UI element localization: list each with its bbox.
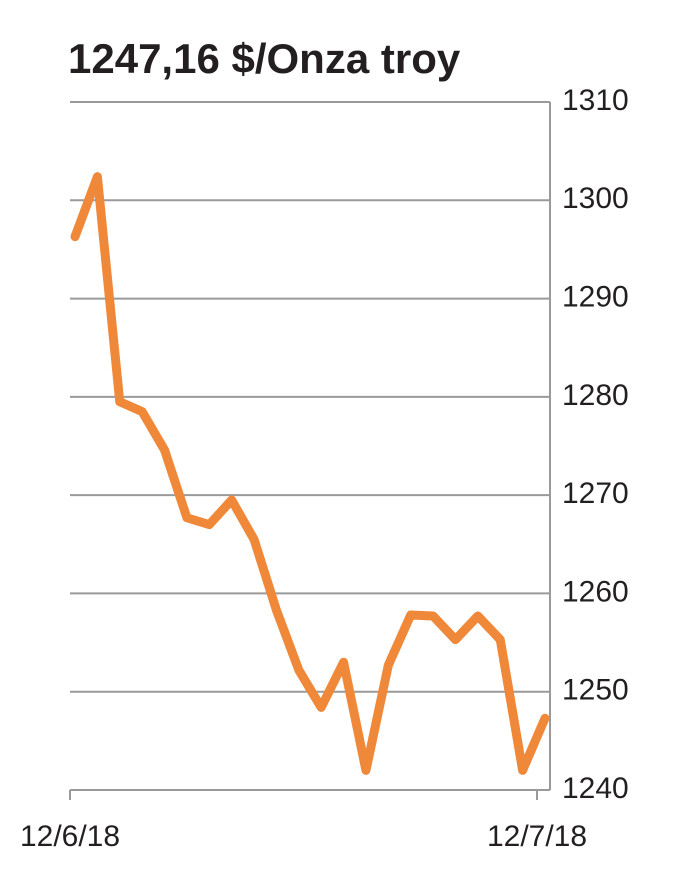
y-tick-label: 1250: [562, 674, 629, 707]
y-tick-label: 1260: [562, 575, 629, 608]
y-tick-label: 1280: [562, 379, 629, 412]
chart-title: 1247,16 $/Onza troy: [68, 35, 461, 82]
x-tick-label: 12/7/18: [487, 820, 587, 853]
y-tick-label: 1290: [562, 280, 629, 313]
y-tick-label: 1270: [562, 477, 629, 510]
y-tick-label: 1310: [562, 84, 629, 117]
y-tick-label: 1240: [562, 772, 629, 805]
x-tick-label: 12/6/18: [20, 820, 120, 853]
line-series: [70, 172, 550, 775]
y-tick-label: 1300: [562, 182, 629, 215]
